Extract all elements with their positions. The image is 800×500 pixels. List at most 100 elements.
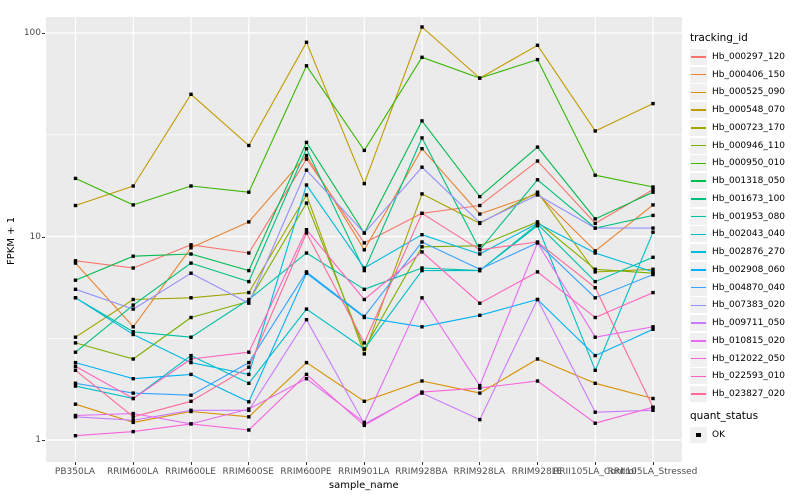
- data-point: [362, 341, 366, 345]
- data-point: [304, 270, 308, 274]
- legend-key-line: [690, 386, 707, 403]
- data-point: [246, 251, 250, 255]
- data-point: [246, 428, 250, 432]
- x-tick-mark: [363, 462, 365, 465]
- data-point: [419, 136, 424, 140]
- legend-key-line: [690, 66, 707, 83]
- data-point: [73, 335, 77, 339]
- data-point: [304, 360, 308, 365]
- data-point: [362, 287, 366, 291]
- x-tick-mark: [537, 462, 538, 465]
- data-point: [304, 318, 308, 322]
- data-point: [73, 364, 77, 369]
- data-point: [246, 415, 250, 419]
- quant-ok-key: [690, 426, 707, 443]
- legend-key-line: [690, 190, 707, 207]
- data-point: [246, 297, 250, 302]
- data-point: [593, 249, 597, 253]
- data-point: [188, 92, 193, 96]
- data-point: [188, 184, 193, 188]
- data-point: [535, 43, 539, 47]
- data-point: [650, 213, 655, 218]
- data-point: [477, 212, 481, 216]
- legend-entry: Hb_023827_020: [690, 385, 798, 403]
- legend: tracking_id Hb_000297_120 Hb_000406_150 Hb…: [690, 30, 798, 444]
- data-point: [246, 350, 250, 354]
- data-point: [73, 402, 77, 406]
- legend-key-line: [690, 208, 707, 225]
- data-point: [304, 193, 308, 197]
- data-point: [131, 429, 135, 434]
- series-color-line-icon: [691, 269, 706, 271]
- x-tick-label: RRIM600SE: [222, 467, 275, 477]
- data-point: [188, 315, 193, 320]
- series-color-line-icon: [691, 198, 706, 200]
- series-color-line-icon: [691, 357, 706, 360]
- x-tick-mark: [652, 462, 654, 465]
- legend-entry: Hb_000297_120: [690, 48, 798, 66]
- legend-label: Hb_000723_170: [712, 122, 786, 133]
- data-point: [131, 330, 135, 334]
- legend-key-line: [690, 48, 707, 65]
- x-tick-label: RRIM928LA: [453, 467, 505, 477]
- legend-label: Hb_002908_060: [712, 264, 786, 275]
- data-point: [304, 153, 308, 158]
- data-point: [419, 325, 424, 329]
- legend-entry: Hb_000548_070: [690, 101, 798, 119]
- data-point: [362, 266, 366, 270]
- legend-entry: Hb_000946_110: [690, 137, 798, 155]
- legend-label: Hb_001953_080: [712, 211, 786, 222]
- legend-label: Hb_004870_040: [712, 282, 786, 293]
- legend-title-quant-status: quant_status: [690, 410, 759, 422]
- legend-key-line: [690, 279, 707, 296]
- x-tick-mark: [479, 462, 481, 465]
- data-point: [419, 192, 424, 196]
- data-point: [650, 396, 655, 401]
- legend-entry-quant-ok: OK: [690, 426, 798, 444]
- data-point: [477, 313, 481, 317]
- data-point: [593, 217, 597, 221]
- x-tick-label: RRIM600LA: [107, 467, 159, 477]
- data-point: [131, 184, 135, 188]
- data-point: [419, 266, 424, 270]
- data-point: [650, 187, 655, 192]
- data-point: [362, 248, 366, 252]
- data-point: [593, 296, 597, 300]
- legend-key-line: [690, 155, 707, 172]
- data-point: [188, 357, 193, 361]
- data-point: [593, 221, 597, 226]
- data-point: [304, 140, 308, 145]
- data-point: [593, 173, 597, 177]
- x-tick-label: RRIM928LE: [511, 467, 563, 477]
- data-point: [304, 40, 308, 44]
- data-point: [593, 129, 597, 133]
- y-tick-label: 10: [29, 231, 41, 242]
- data-point: [477, 267, 481, 271]
- x-tick-label: RRII105LA_Stressed: [607, 467, 698, 477]
- data-point: [73, 368, 77, 372]
- legend-entry: Hb_000406_150: [690, 66, 798, 84]
- legend-key-line: [690, 102, 707, 119]
- data-point: [535, 221, 539, 226]
- legend-label: Hb_009711_050: [712, 318, 786, 329]
- data-point: [246, 381, 250, 385]
- legend-key-line: [690, 137, 707, 154]
- data-point: [477, 417, 481, 422]
- data-point: [304, 183, 308, 187]
- legend-key-line: [690, 350, 707, 367]
- data-point: [188, 243, 193, 247]
- data-point: [73, 434, 77, 438]
- data-point: [246, 360, 250, 365]
- data-point: [304, 228, 308, 232]
- x-tick-label: RRII105LA_Control: [553, 467, 637, 477]
- data-point: [419, 240, 424, 244]
- legend-entry: Hb_010815_020: [690, 332, 798, 350]
- legend-entry: Hb_007383_020: [690, 297, 798, 315]
- data-point: [650, 203, 655, 207]
- series-color-line-icon: [691, 144, 706, 147]
- data-point: [362, 297, 366, 302]
- data-point: [131, 297, 135, 302]
- legend-entry: Hb_000950_010: [690, 155, 798, 173]
- series-color-line-icon: [691, 286, 706, 289]
